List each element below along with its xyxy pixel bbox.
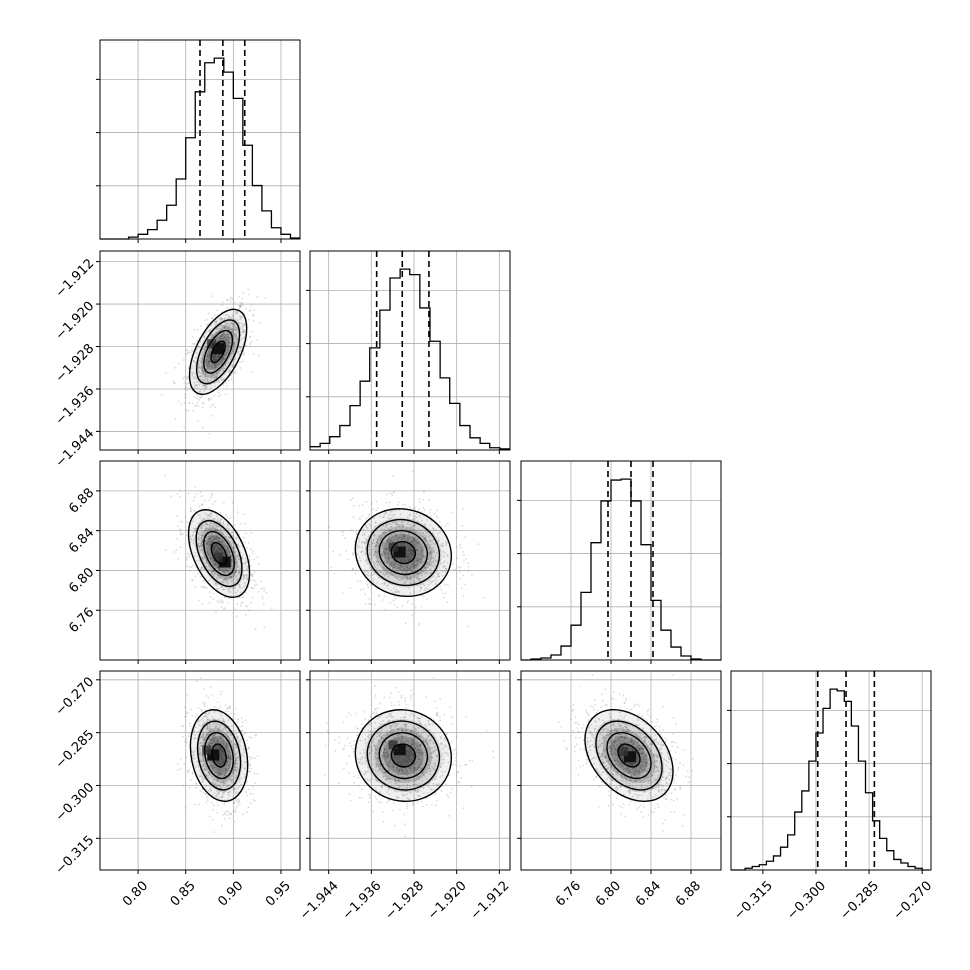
contour-panel-0-1: −1.944−1.936−1.928−1.920−1.912: [53, 250, 301, 471]
histogram-panel-3: −0.315 −0.300 −0.285 −0.270: [727, 670, 936, 923]
contour-line: [210, 340, 226, 364]
contour-panel-1-3: −1.944−1.936−1.928−1.920−1.912: [297, 670, 513, 923]
axes-frame: [309, 250, 511, 451]
contour-line: [195, 519, 243, 588]
density-peak: [202, 745, 212, 755]
x-tick-label: 0.85: [168, 878, 199, 909]
density-peak: [218, 556, 231, 568]
contour-line: [366, 720, 441, 791]
x-tick-label: 0.95: [263, 878, 294, 909]
axes-frame: [730, 670, 932, 871]
x-tick-label: −0.300: [784, 878, 829, 923]
contour-line: [595, 720, 663, 791]
histogram-panel-1: [306, 250, 511, 454]
density-fill: [364, 718, 442, 793]
x-tick-label: 6.80: [593, 878, 624, 909]
contour-line: [606, 731, 652, 780]
y-tick-label: 6.80: [66, 565, 97, 596]
histogram-step: [521, 478, 721, 661]
histogram-panel-2: [517, 460, 722, 664]
contour-line: [584, 709, 674, 803]
contour-panel-0-3: 0.80 0.85 0.90 0.95 −0.315 −0.300 −0.285 −0.270: [53, 670, 301, 910]
axes-frame: [99, 250, 301, 451]
contour-line: [617, 743, 641, 768]
y-tick-label: 6.84: [66, 525, 97, 556]
x-tick-label: 6.76: [553, 878, 584, 909]
x-tick-label: −0.315: [731, 878, 776, 923]
contour-line: [210, 541, 228, 566]
contour-line: [204, 731, 235, 780]
contour-line: [354, 508, 453, 598]
x-tick-label: 0.90: [215, 878, 246, 909]
contour-panel-0-2: 6.76 6.80 6.84 6.88: [66, 460, 301, 664]
contour-line: [390, 540, 417, 565]
contour-line: [211, 743, 227, 768]
x-tick-label: 6.88: [673, 878, 704, 909]
contour-panel-2-3: 6.76 6.80 6.84 6.88: [517, 670, 722, 910]
y-tick-label: 6.76: [66, 605, 97, 636]
density-peak: [624, 751, 636, 763]
axes-frame: [520, 670, 722, 871]
scatter-points: [323, 676, 495, 838]
y-tick-label: −1.920: [53, 299, 98, 344]
y-tick-label: −0.285: [53, 727, 98, 772]
y-tick-label: −0.270: [53, 675, 98, 720]
x-tick-label: −1.912: [468, 878, 513, 923]
x-tick-label: −1.944: [297, 878, 342, 923]
x-tick-label: 0.80: [120, 878, 151, 909]
density-fill: [355, 709, 452, 802]
x-tick-label: −0.285: [837, 878, 882, 923]
contour-panel-1-2: [306, 460, 511, 664]
contour-line: [187, 509, 251, 599]
axes-frame: [309, 670, 511, 871]
histogram-step: [310, 268, 510, 450]
x-tick-label: 6.84: [633, 878, 664, 909]
y-tick-label: −1.944: [53, 426, 98, 471]
histogram-panel-0: [96, 39, 301, 243]
axes-frame: [520, 460, 722, 661]
density-peak: [207, 749, 220, 761]
contour-line: [378, 731, 429, 780]
contour-line: [196, 720, 242, 791]
density-peak: [207, 339, 217, 349]
axes-frame: [309, 460, 511, 661]
axes-frame: [99, 39, 301, 240]
y-tick-label: −1.912: [53, 256, 98, 301]
density-peak: [213, 552, 223, 562]
contour-line: [203, 329, 234, 374]
contour-line: [354, 709, 453, 803]
x-tick-label: −0.270: [891, 878, 936, 923]
y-tick-label: −1.936: [53, 384, 98, 429]
density-peak: [212, 343, 225, 355]
density-peak: [388, 740, 398, 750]
y-tick-label: −0.300: [53, 780, 98, 825]
contour-line: [195, 319, 241, 385]
contour-line: [366, 519, 441, 587]
density-peak: [393, 546, 406, 558]
x-tick-label: −1.928: [382, 878, 427, 923]
density-peak: [393, 744, 406, 756]
contour-line: [378, 529, 429, 576]
x-tick-label: −1.936: [340, 878, 385, 923]
histogram-step: [731, 688, 930, 871]
axes-frame: [99, 670, 301, 871]
contour-line: [203, 530, 235, 577]
contour-line: [188, 308, 248, 395]
y-tick-label: −0.315: [53, 833, 98, 878]
contour-line: [390, 743, 417, 768]
histogram-step: [100, 57, 300, 240]
axes-frame: [99, 460, 301, 661]
y-tick-label: −1.928: [53, 341, 98, 386]
x-tick-label: −1.920: [425, 878, 470, 923]
density-peak: [619, 747, 628, 757]
y-tick-label: 6.88: [66, 486, 97, 517]
contour-line: [189, 709, 249, 803]
